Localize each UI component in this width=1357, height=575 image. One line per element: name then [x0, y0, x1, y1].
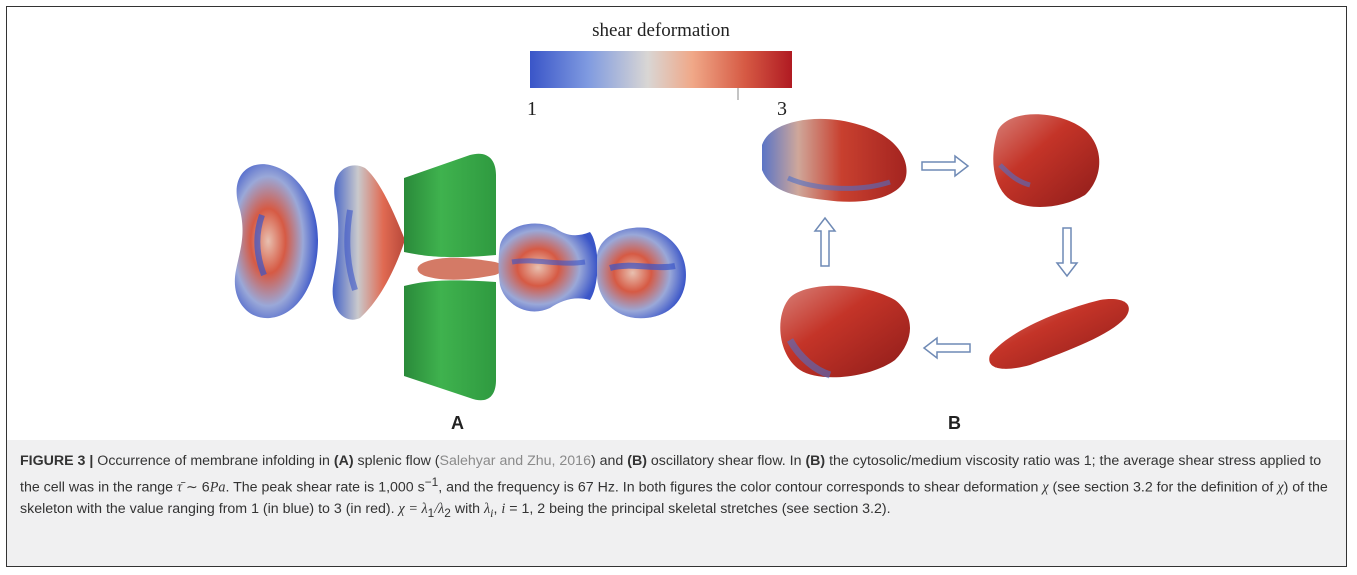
panel-ref-a: (A) — [333, 453, 354, 469]
math-chi: χ — [1277, 479, 1284, 496]
caption-text: , and the frequency is 67 Hz. In both fi… — [438, 479, 1043, 496]
figure-number: FIGURE 3 | — [20, 453, 94, 469]
math-chi: χ — [1042, 479, 1049, 496]
caption-text: with — [450, 500, 484, 517]
math-lambda: λ — [484, 500, 491, 517]
panel-ref-b: (B) — [627, 453, 647, 469]
caption-text: ) of the skeleton with the value ranging… — [20, 479, 1328, 517]
colorbar-title: shear deformation — [592, 20, 730, 41]
math-superscript: −1 — [424, 475, 439, 489]
caption-text: oscillatory shear flow. In — [646, 453, 806, 469]
caption-text: ) and — [590, 453, 628, 469]
panel-b-label: B — [948, 413, 961, 433]
math-formula: χ = λ — [398, 500, 428, 517]
figure-frame — [6, 6, 1347, 567]
math-unit: Pa — [209, 479, 226, 496]
colorbar-max-label: 3 — [777, 98, 787, 120]
caption-text: (see section 3.2 for the definition of — [1048, 479, 1278, 496]
math-subscript: i — [490, 505, 494, 520]
caption-text: = 1, 2 being the principal skeletal stre… — [505, 500, 891, 517]
caption-text: the cytosolic/medium viscosity ratio was… — [20, 453, 1322, 496]
figure-illustration — [234, 70, 1129, 401]
math-tau: τ̄ — [176, 479, 183, 496]
figure-caption: FIGURE 3 | Occurrence of membrane infold… — [7, 440, 1346, 566]
math-formula: /λ — [434, 500, 445, 517]
math-variable: i — [501, 500, 506, 517]
caption-text: Occurrence of membrane infolding in — [93, 453, 334, 469]
math-subscript: 2 — [444, 505, 451, 520]
caption-text: , — [493, 500, 502, 517]
panel-b-cells — [762, 114, 1129, 379]
panel-a-label: A — [451, 413, 464, 433]
citation-link[interactable]: Salehyar and Zhu, 2016 — [439, 453, 591, 469]
colorbar — [530, 51, 792, 88]
caption-text: . The peak shear rate is 1,000 s — [225, 479, 425, 496]
colorbar-min-label: 1 — [527, 98, 537, 120]
caption-text: splenic flow ( — [353, 453, 440, 469]
panel-a-cells — [234, 153, 686, 401]
panel-ref-b: (B) — [805, 453, 826, 469]
math-subscript: 1 — [427, 505, 435, 520]
caption-text: ∼ 6 — [182, 479, 210, 496]
